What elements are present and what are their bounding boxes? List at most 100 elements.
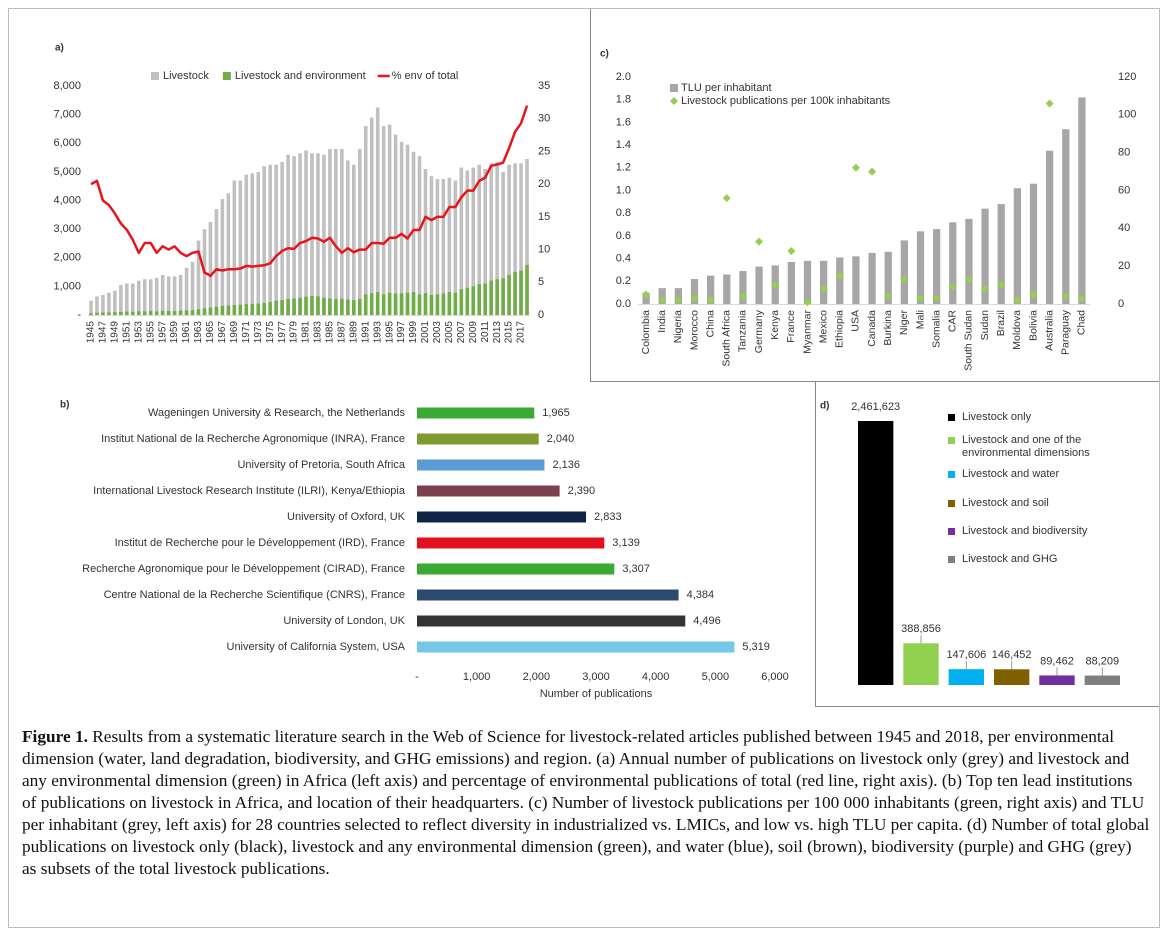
bar (256, 303, 261, 315)
x-tick-label: China (704, 310, 716, 338)
caption-text: Results from a systematic literature sea… (22, 727, 1150, 878)
x-tick-label: 1957 (157, 321, 168, 344)
point (900, 275, 909, 284)
point (997, 281, 1006, 290)
x-tick-label: 2003 (432, 321, 443, 344)
bar (513, 163, 517, 315)
bar (142, 311, 147, 315)
bar (131, 311, 135, 315)
point (738, 292, 747, 301)
bar (160, 274, 165, 315)
bar (483, 283, 487, 315)
bar (208, 221, 213, 315)
x-tick-label: 1945 (86, 321, 97, 344)
bar (453, 180, 458, 315)
bar (89, 313, 93, 315)
x-tick-label: 1993 (372, 321, 383, 344)
legend-item: Livestock and water (948, 468, 1112, 481)
point (674, 296, 683, 305)
point (884, 292, 893, 301)
y-tick-label: 1.0 (616, 184, 631, 196)
y-tick-label: International Livestock Research Institu… (93, 485, 406, 497)
y-tick-label: 1.8 (616, 94, 631, 106)
bar (405, 292, 410, 315)
bar (238, 180, 243, 315)
bar (274, 164, 278, 315)
x-tick-label: 1981 (301, 321, 312, 344)
bar (178, 274, 183, 315)
y2-tick-label: 0 (1118, 298, 1124, 310)
bar (739, 271, 747, 304)
y-tick-label: Institut National de la Recherche Agrono… (101, 433, 405, 445)
bar (489, 280, 493, 315)
value-label: 4,384 (687, 589, 715, 601)
bar (286, 154, 290, 315)
bar (95, 312, 99, 315)
point (1013, 296, 1022, 305)
y-tick-label: 4,000 (53, 194, 81, 206)
bar (131, 283, 135, 315)
x-tick-label: Nigeria (672, 310, 684, 343)
x-tick-label: Chad (1076, 310, 1088, 335)
point (835, 271, 844, 280)
y2-tick-label: 25 (538, 145, 550, 157)
bar (154, 277, 159, 315)
bar (1084, 675, 1121, 685)
x-tick-label: Sudan (979, 310, 991, 341)
x-tick-label: 1973 (253, 321, 264, 344)
bar (471, 286, 476, 315)
x-tick-label: Bolivia (1027, 310, 1039, 341)
bar (441, 179, 446, 315)
x-tick-label: Somalia (930, 310, 942, 348)
x-tick-label: Paraguay (1060, 309, 1072, 355)
value-label: 2,040 (547, 433, 575, 445)
bar (965, 218, 973, 304)
bar (292, 298, 296, 315)
bar (310, 296, 314, 315)
value-label: 89,462 (1040, 655, 1074, 667)
x-tick-label: 2017 (516, 321, 527, 344)
point (658, 296, 667, 305)
value-label: 4,496 (693, 615, 721, 627)
y-tick-label: University of Oxford, UK (287, 511, 406, 523)
point (803, 298, 812, 307)
bar (417, 511, 587, 523)
x-tick-label: CAR (947, 310, 959, 333)
x-tick-label: 1971 (241, 321, 252, 344)
bar (250, 173, 255, 315)
bar (148, 279, 153, 315)
bar (981, 208, 989, 304)
point (916, 294, 925, 303)
x-tick-label: 1949 (110, 321, 121, 344)
bar (89, 300, 93, 315)
bar (136, 311, 141, 315)
bar (387, 292, 392, 315)
panel-label: d) (820, 401, 829, 412)
bar (328, 298, 332, 315)
y2-tick-label: 30 (538, 113, 550, 125)
bar (113, 312, 117, 315)
bar (393, 134, 398, 315)
bar (387, 124, 392, 315)
point (755, 237, 764, 246)
bar (993, 669, 1030, 685)
value-label: 146,452 (992, 649, 1032, 661)
bar (363, 126, 368, 315)
y-tick-label: 0.8 (616, 207, 631, 219)
bar (477, 164, 482, 315)
x-tick-label: Brazil (995, 310, 1007, 336)
bar (220, 199, 225, 315)
y-tick-label: Recherche Agronomique pour le Développem… (82, 563, 405, 575)
bar (393, 293, 398, 315)
bar (160, 310, 165, 315)
bar (298, 297, 302, 315)
bar (471, 167, 476, 315)
y-tick-label: 3,000 (53, 223, 81, 235)
bar (513, 272, 517, 315)
x-tick-label: Niger (898, 309, 910, 335)
bar (674, 288, 682, 304)
value-label: 5,319 (742, 641, 770, 653)
bar (417, 563, 615, 575)
x-tick-label: Germany (753, 309, 765, 353)
bar (238, 304, 243, 315)
